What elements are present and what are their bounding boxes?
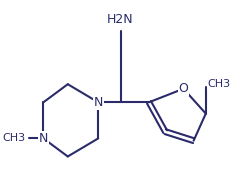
Text: N: N (39, 132, 48, 145)
Text: CH3: CH3 (208, 79, 231, 89)
Text: CH3: CH3 (2, 133, 25, 143)
Text: O: O (179, 82, 188, 95)
Text: N: N (94, 96, 103, 109)
Text: H2N: H2N (107, 13, 134, 25)
